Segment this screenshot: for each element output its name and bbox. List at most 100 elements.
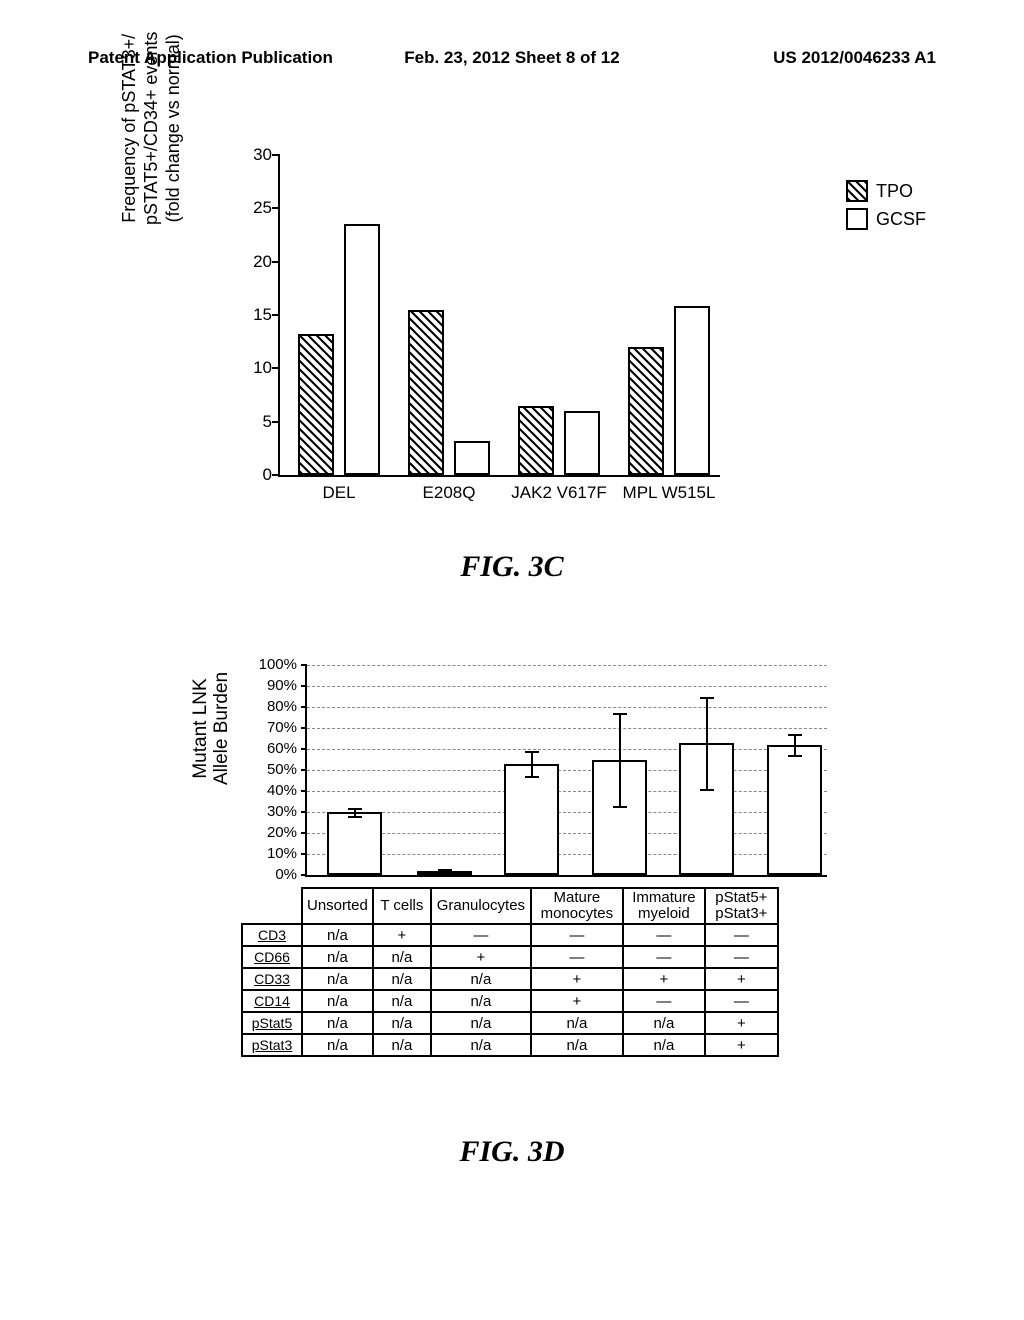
table-header-cell: Unsorted: [302, 888, 373, 924]
fig3d-gridline: [307, 770, 827, 771]
fig3c-ytick: [272, 154, 280, 156]
fig3d-yticklabel: 70%: [247, 719, 297, 736]
fig3c-bar: [344, 224, 380, 475]
fig3c-ytick: [272, 474, 280, 476]
table-cell: —: [531, 924, 623, 946]
table-row: CD33n/an/an/a+++: [242, 968, 778, 990]
fig3c-bar: [408, 310, 444, 475]
fig3d-plot-area: 0%10%20%30%40%50%60%70%80%90%100%: [305, 665, 827, 877]
table-cell: —: [623, 990, 705, 1012]
fig3d-yticklabel: 80%: [247, 698, 297, 715]
fig3d-gridline: [307, 833, 827, 834]
table-cell: n/a: [302, 924, 373, 946]
fig3c-yticklabel: 25: [232, 198, 272, 218]
table-header-row: UnsortedT cellsGranulocytesMaturemonocyt…: [242, 888, 778, 924]
fig3d-errorcap: [613, 806, 627, 808]
table-cell: n/a: [373, 1012, 431, 1034]
fig3d-yticklabel: 0%: [247, 866, 297, 883]
fig3d-errorcap: [788, 734, 802, 736]
table-row-label: CD3: [242, 924, 302, 946]
fig3d-ytick: [301, 706, 307, 708]
table-cell: +: [705, 1034, 778, 1056]
table-row: CD66n/an/a+———: [242, 946, 778, 968]
table-row: pStat5n/an/an/an/an/a+: [242, 1012, 778, 1034]
fig3c-legend-item: TPO: [846, 180, 926, 202]
table-cell: n/a: [431, 968, 531, 990]
fig3d-gridline: [307, 812, 827, 813]
fig3d-errorcap: [788, 755, 802, 757]
fig3d-yticklabel: 60%: [247, 740, 297, 757]
table-cell: —: [705, 946, 778, 968]
table-cell: n/a: [302, 990, 373, 1012]
table-cell: n/a: [431, 1012, 531, 1034]
fig3c-bar: [674, 306, 710, 475]
fig3d-gridline: [307, 749, 827, 750]
table-header-cell: T cells: [373, 888, 431, 924]
table-row-label: pStat3: [242, 1034, 302, 1056]
fig3c-chart: Frequency of pSTAT3+/ pSTAT5+/CD34+ even…: [128, 145, 888, 565]
fig3c-plot-area: 051015202530DELE208QJAK2 V617FMPL W515L: [278, 155, 720, 477]
fig3d-errorcap: [700, 789, 714, 791]
table-row: CD3n/a+————: [242, 924, 778, 946]
fig3d-errorcap: [348, 808, 362, 810]
table-header-cell: [242, 888, 302, 924]
table-cell: —: [705, 924, 778, 946]
legend-swatch-icon: [846, 180, 868, 202]
fig3c-caption: FIG. 3C: [0, 550, 1024, 584]
fig3c-bar: [628, 347, 664, 475]
fig3c-yaxis-label: Frequency of pSTAT3+/ pSTAT5+/CD34+ even…: [118, 32, 184, 225]
table-cell: n/a: [302, 946, 373, 968]
fig3d-bar: [327, 812, 382, 875]
table-cell: n/a: [431, 990, 531, 1012]
fig3d-errorcap: [525, 776, 539, 778]
table-cell: —: [623, 946, 705, 968]
table-cell: +: [431, 946, 531, 968]
fig3d-ytick: [301, 790, 307, 792]
fig3d-ytick: [301, 685, 307, 687]
fig3c-ytick: [272, 207, 280, 209]
table-cell: n/a: [373, 990, 431, 1012]
table-row-label: CD66: [242, 946, 302, 968]
fig3c-yticklabel: 10: [232, 358, 272, 378]
fig3c-yticklabel: 5: [232, 412, 272, 432]
fig3d-yticklabel: 10%: [247, 845, 297, 862]
fig3d-ytick: [301, 664, 307, 666]
table-cell: n/a: [373, 946, 431, 968]
table-row: pStat3n/an/an/an/an/a+: [242, 1034, 778, 1056]
fig3d-errorcap: [700, 697, 714, 699]
legend-swatch-icon: [846, 208, 868, 230]
table-cell: n/a: [431, 1034, 531, 1056]
table-cell: +: [531, 968, 623, 990]
fig3d-ytick: [301, 769, 307, 771]
table-header-cell: Maturemonocytes: [531, 888, 623, 924]
table-header-cell: Immaturemyeloid: [623, 888, 705, 924]
table-cell: —: [531, 946, 623, 968]
fig3d-gridline: [307, 707, 827, 708]
table-cell: n/a: [623, 1012, 705, 1034]
fig3d-bar: [767, 745, 822, 875]
fig3c-category-label: JAK2 V617F: [508, 483, 610, 503]
table-cell: n/a: [623, 1034, 705, 1056]
table-cell: +: [705, 968, 778, 990]
legend-label: GCSF: [876, 209, 926, 230]
table-cell: n/a: [373, 968, 431, 990]
table-cell: n/a: [531, 1012, 623, 1034]
fig3d-ytick: [301, 874, 307, 876]
fig3d-ytick: [301, 832, 307, 834]
fig3d-gridline: [307, 728, 827, 729]
fig3d-ytick: [301, 811, 307, 813]
fig3d-yticklabel: 100%: [247, 656, 297, 673]
table-cell: n/a: [373, 1034, 431, 1056]
fig3d-gridline: [307, 854, 827, 855]
fig3c-legend: TPO GCSF: [846, 180, 926, 236]
table-cell: —: [623, 924, 705, 946]
fig3d-yticklabel: 50%: [247, 761, 297, 778]
fig3d-table: UnsortedT cellsGranulocytesMaturemonocyt…: [241, 887, 779, 1057]
fig3d-yticklabel: 90%: [247, 677, 297, 694]
table-row-label: CD33: [242, 968, 302, 990]
table-row: CD14n/an/an/a+——: [242, 990, 778, 1012]
header-right: US 2012/0046233 A1: [773, 48, 936, 68]
fig3d-ytick: [301, 853, 307, 855]
table-row-label: pStat5: [242, 1012, 302, 1034]
fig3c-bar: [298, 334, 334, 475]
